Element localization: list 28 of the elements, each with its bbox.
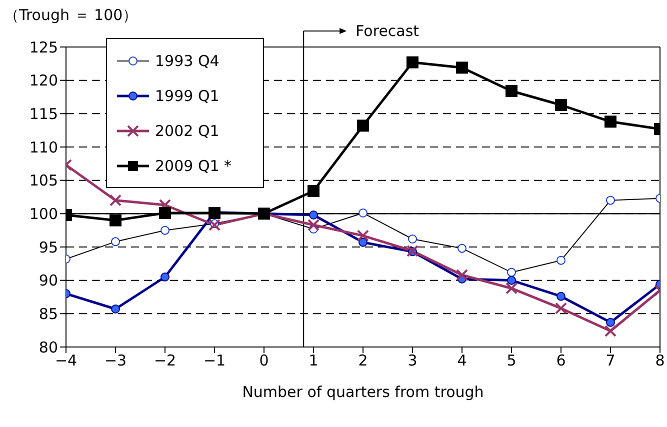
y-tick-label: 120	[29, 72, 58, 90]
legend-label: 1999 Q1	[155, 86, 220, 104]
x-tick-label: −3	[104, 352, 127, 370]
y-tick-label: 95	[38, 238, 58, 256]
x-tick-label: 5	[506, 352, 516, 370]
y-tick-label: 110	[29, 138, 58, 156]
y-tick-label: 90	[38, 272, 58, 290]
ref-line-label: Forecast	[356, 22, 420, 40]
x-tick-label: 8	[655, 352, 665, 370]
legend-label: 2009 Q1 *	[155, 156, 232, 174]
x-tick-label: 1	[308, 352, 318, 370]
x-tick-label: 2	[358, 352, 368, 370]
x-tick-label: 0	[259, 352, 269, 370]
y-axis-title: （Trough ＝ 100）	[4, 6, 138, 25]
x-tick-label: 6	[556, 352, 566, 370]
x-axis-title: Number of quarters from trough	[242, 383, 484, 401]
x-tick-label: 3	[408, 352, 418, 370]
y-tick-label: 105	[29, 172, 58, 190]
legend-label: 2002 Q1	[155, 122, 220, 140]
y-tick-label: 85	[38, 304, 58, 323]
x-tick-label: −1	[203, 352, 226, 370]
y-tick-label: 125	[29, 38, 58, 56]
x-tick-label: 7	[606, 352, 616, 370]
x-tick-label: −2	[154, 352, 176, 370]
y-tick-label: 100	[29, 204, 58, 223]
legend-label: 1993 Q4	[155, 52, 220, 70]
y-tick-label: 115	[29, 104, 58, 123]
x-tick-label: 4	[457, 352, 467, 370]
